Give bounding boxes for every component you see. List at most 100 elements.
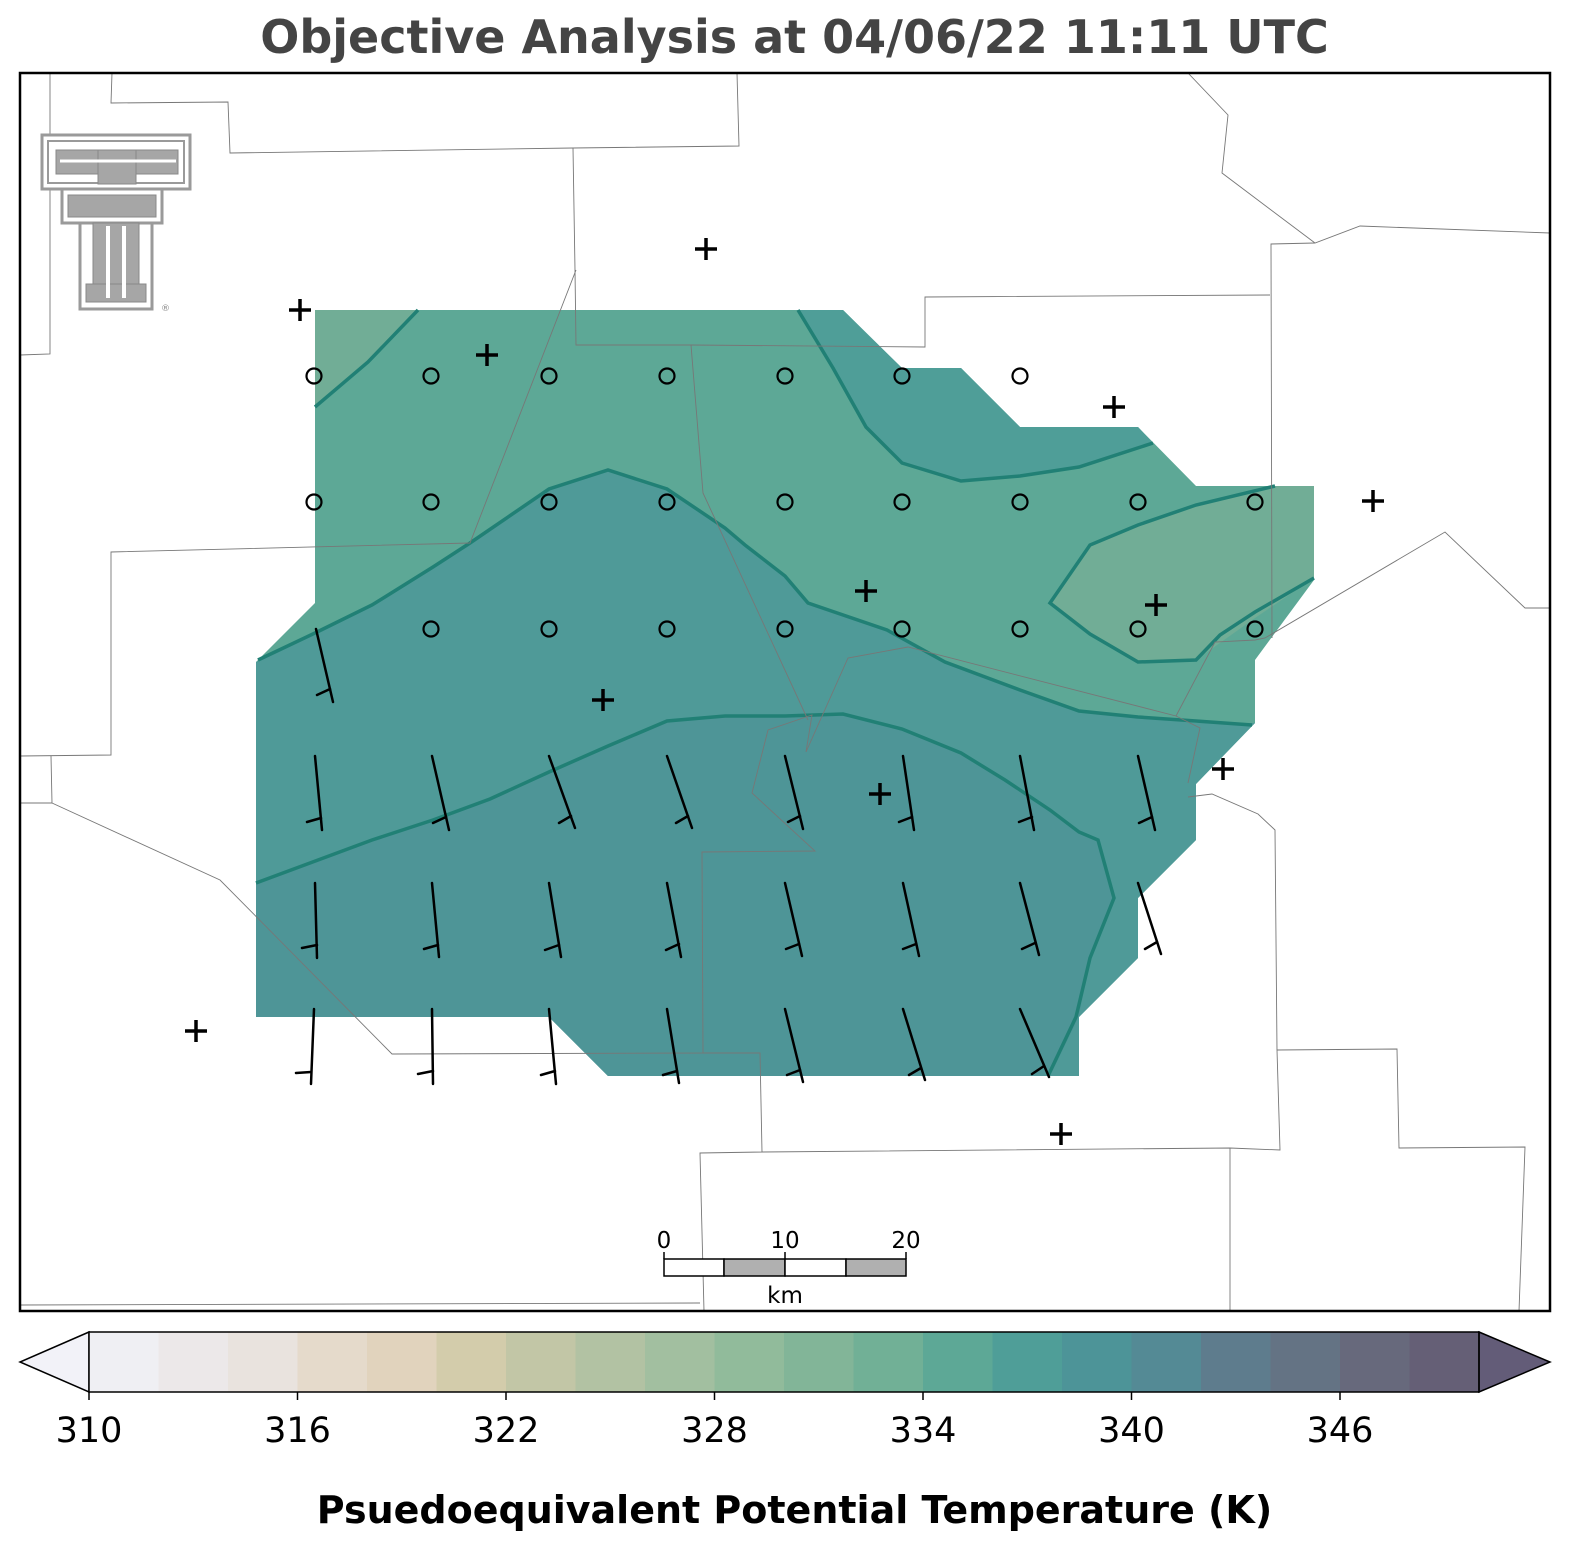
- colorbar-cell: [1062, 1332, 1132, 1392]
- wind-barb: [416, 1007, 435, 1086]
- colorbar-label: Psuedoequivalent Potential Temperature (…: [316, 1488, 1273, 1532]
- wind-barb: [300, 881, 319, 960]
- station-marker: [1145, 594, 1167, 616]
- colorbar-ticks: 310 316 322 328 334 340 346: [56, 1392, 1374, 1451]
- calm-wind-circle: [1246, 620, 1264, 638]
- calm-wind-circle: [658, 493, 676, 511]
- scale-label-20: 20: [891, 1228, 920, 1254]
- station-markers: [185, 238, 1384, 1145]
- colorbar-cell: [89, 1332, 159, 1392]
- calm-wind-circle: [658, 367, 676, 385]
- station-marker: [476, 344, 498, 366]
- station-marker: [695, 238, 717, 260]
- calm-wind-circle: [1129, 493, 1147, 511]
- logo-registered-mark: ®: [161, 304, 170, 314]
- station-marker: [289, 299, 311, 321]
- wind-barb: [1018, 1007, 1051, 1079]
- station-marker: [592, 689, 614, 711]
- wind-barbs: [294, 627, 1163, 1086]
- calm-wind-circle: [422, 493, 440, 511]
- wind-barb: [422, 881, 441, 959]
- wind-barb: [1136, 754, 1157, 832]
- calm-wind-circle: [422, 367, 440, 385]
- contour-332-east: [1047, 484, 1315, 664]
- station-marker: [855, 580, 877, 602]
- colorbar-under-arrow: [18, 1330, 90, 1394]
- theta-e-fill-336: [256, 714, 1114, 1076]
- wind-barb: [783, 1007, 805, 1084]
- wind-barb: [901, 881, 921, 958]
- station-marker: [869, 783, 891, 805]
- calm-wind-circle: [893, 367, 911, 385]
- colorbar-cell: [575, 1332, 646, 1392]
- calm-wind-circle: [422, 620, 440, 638]
- wind-barb: [1017, 754, 1036, 832]
- calm-wind-circle: [658, 620, 676, 638]
- colorbar-outline: [88, 1331, 1480, 1393]
- scale-bar: 0 10 20 km: [657, 1228, 921, 1309]
- wind-barb: [901, 1007, 927, 1082]
- wind-barb: [314, 627, 335, 704]
- calm-wind-circle: [1011, 620, 1029, 638]
- wind-barb: [783, 754, 805, 831]
- calm-wind-circle: [1246, 493, 1264, 511]
- colorbar-cell: [506, 1332, 576, 1392]
- wind-barb: [430, 754, 451, 832]
- colorbar-cell: [923, 1332, 993, 1392]
- wind-barb: [1136, 881, 1163, 956]
- scale-label-10: 10: [770, 1228, 799, 1254]
- calm-wind-circle: [776, 493, 794, 511]
- calm-wind-circle: [776, 367, 794, 385]
- colorbar-cell: [645, 1332, 715, 1392]
- texas-tech-double-t-logo: ®: [40, 133, 192, 314]
- colorbar-cell: [1409, 1332, 1480, 1392]
- wind-barb: [897, 754, 916, 832]
- calm-wind-circle: [893, 620, 911, 638]
- colorbar-cell: [1340, 1332, 1410, 1392]
- colorbar-tick-label: 316: [264, 1411, 331, 1451]
- wind-barb: [539, 1007, 558, 1086]
- colorbar-cell: [1131, 1332, 1202, 1392]
- colorbar-cell: [1270, 1332, 1341, 1392]
- wind-barb: [1018, 881, 1041, 957]
- colorbar-over-arrow: [1478, 1330, 1552, 1394]
- station-marker: [1103, 396, 1125, 418]
- station-marker: [1212, 758, 1234, 780]
- colorbar-cell: [436, 1332, 507, 1392]
- wind-barb: [664, 881, 683, 959]
- colorbar-cell: [158, 1332, 229, 1392]
- colorbar-tick-label: 328: [681, 1411, 748, 1451]
- colorbar-cell: [367, 1332, 437, 1392]
- map-title: Objective Analysis at 04/06/22 11:11 UTC: [260, 10, 1329, 64]
- calm-wind-circle: [540, 493, 558, 511]
- wind-barb: [543, 881, 563, 959]
- colorbar-cell: [1201, 1332, 1271, 1392]
- calm-wind-circle: [893, 493, 911, 511]
- colorbar-tick-label: 346: [1307, 1411, 1374, 1451]
- colorbar-cell: [853, 1332, 924, 1392]
- calm-wind-circle: [1011, 493, 1029, 511]
- colorbar-cell: [992, 1332, 1063, 1392]
- map-frame: [18, 71, 1552, 1313]
- contour-336: [255, 712, 1116, 1077]
- colorbar-cell: [228, 1332, 298, 1392]
- calm-wind-circle: [1011, 367, 1029, 385]
- theta-e-contours: [255, 308, 1315, 1077]
- wind-barb: [305, 754, 324, 832]
- contour-334-ne: [796, 309, 1154, 483]
- colorbar-cells: [89, 1332, 1480, 1392]
- wind-barb: [665, 754, 694, 830]
- contour-334-central: [257, 468, 1253, 727]
- theta-e-fill-334-ne: [798, 310, 1153, 481]
- contour-332-nw: [313, 308, 420, 409]
- wind-barb: [547, 754, 577, 830]
- colorbar-cell: [297, 1332, 368, 1392]
- colorbar-tick-label: 340: [1098, 1411, 1165, 1451]
- calm-wind-circle: [305, 493, 323, 511]
- calm-wind-circle: [540, 620, 558, 638]
- station-marker: [185, 1020, 207, 1042]
- colorbar-tick-label: 322: [473, 1411, 540, 1451]
- calm-wind-circle: [1129, 620, 1147, 638]
- calm-wind-circle: [305, 367, 323, 385]
